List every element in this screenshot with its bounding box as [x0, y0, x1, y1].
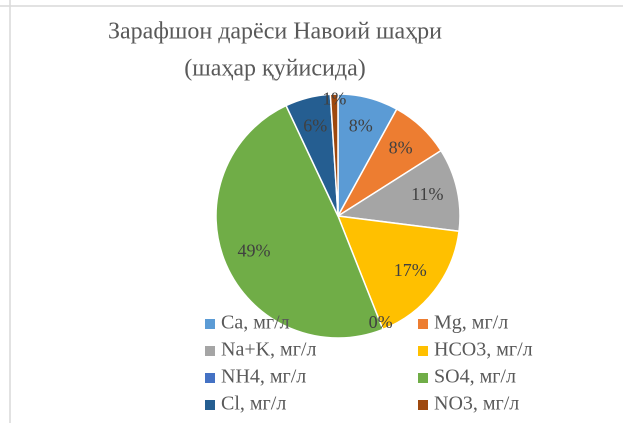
chart-title: (шаҳар қуйисида)	[184, 56, 365, 82]
legend-swatch	[205, 346, 215, 356]
legend-swatch	[418, 400, 428, 410]
legend-swatch	[418, 373, 428, 383]
legend-label: Cl, мг/л	[221, 393, 286, 415]
data-label: 8%	[389, 137, 413, 157]
legend-swatch	[205, 400, 215, 410]
data-label: 49%	[238, 240, 271, 260]
pie-slice	[335, 149, 461, 233]
legend-label: Ca, мг/л	[221, 312, 290, 334]
legend-label: HCO3, мг/л	[434, 339, 533, 361]
chart-title: Зарафшон дарёси Навоий шаҳри	[108, 19, 442, 45]
legend-label: SO4, мг/л	[434, 366, 516, 388]
data-label: 17%	[394, 260, 427, 280]
data-label: 8%	[349, 115, 373, 135]
data-label: 0%	[369, 312, 393, 332]
legend-label: NH4, мг/л	[221, 366, 306, 388]
legend-swatch	[205, 373, 215, 383]
pie-slice	[329, 93, 339, 217]
legend-swatch	[205, 319, 215, 329]
data-label: 11%	[411, 184, 443, 204]
pie-slice	[215, 104, 384, 339]
data-label: 6%	[303, 115, 327, 135]
legend-label: Mg, мг/л	[434, 312, 508, 334]
legend-label: Na+K, мг/л	[221, 339, 316, 361]
legend-swatch	[418, 346, 428, 356]
legend-label: NO3, мг/л	[434, 393, 519, 415]
pie-slice	[336, 215, 460, 331]
data-label: 1%	[322, 88, 346, 108]
legend-swatch	[418, 319, 428, 329]
